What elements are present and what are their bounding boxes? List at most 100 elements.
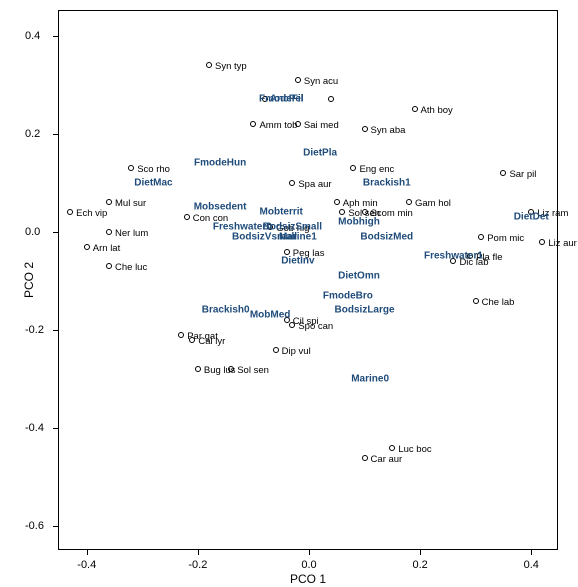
feature-label: FmodeHun [194, 158, 246, 169]
y-tick [53, 330, 59, 331]
data-point-label: Sco rho [137, 164, 170, 175]
y-tick [53, 526, 59, 527]
x-tick [420, 549, 421, 555]
data-point [478, 234, 484, 240]
data-point-label: Pom mic [487, 233, 524, 244]
x-tick-label: 0.0 [301, 559, 316, 571]
data-point-label: Spo can [298, 321, 333, 332]
y-tick [53, 428, 59, 429]
data-point [500, 170, 506, 176]
feature-label: Marine0 [351, 374, 389, 385]
data-point [334, 199, 340, 205]
y-tick-label: 0.4 [25, 30, 40, 42]
data-point [228, 366, 234, 372]
data-point-label: Che luc [115, 262, 147, 273]
data-point [289, 180, 295, 186]
feature-label: Mobterrit [260, 207, 303, 218]
data-point-label: Dip vul [282, 346, 311, 357]
feature-label: DietDet [514, 212, 549, 223]
data-point [106, 199, 112, 205]
data-point-label: Gam hol [415, 198, 451, 209]
data-point-label: Mul sur [115, 198, 146, 209]
data-point [184, 214, 190, 220]
data-point-label: Cal lyr [198, 336, 225, 347]
data-point [289, 322, 295, 328]
x-axis-label: PCO 1 [290, 572, 326, 586]
data-point [250, 121, 256, 127]
data-point [195, 366, 201, 372]
data-point [189, 337, 195, 343]
x-tick-label: -0.4 [77, 559, 96, 571]
x-tick-label: 0.4 [524, 559, 539, 571]
data-point [406, 199, 412, 205]
feature-label: Mobhigh [338, 217, 380, 228]
feature-label: DietOmn [338, 271, 380, 282]
data-point [473, 298, 479, 304]
data-point [273, 347, 279, 353]
data-point [178, 332, 184, 338]
feature-label: Brackish1 [363, 177, 411, 188]
data-point [328, 96, 334, 102]
data-point [128, 165, 134, 171]
feature-label: Marine1 [279, 231, 317, 242]
data-point-label: Amm tob [259, 120, 297, 131]
data-point [362, 126, 368, 132]
data-point [106, 229, 112, 235]
y-tick-label: 0.2 [25, 128, 40, 140]
x-tick-label: 0.2 [412, 559, 427, 571]
x-tick-label: -0.2 [188, 559, 207, 571]
data-point-label: Eng enc [359, 164, 394, 175]
x-tick [309, 549, 310, 555]
data-point-label: Car aur [371, 454, 403, 465]
feature-label: Freshwater1 [424, 251, 483, 262]
feature-label: DietMac [134, 177, 172, 188]
data-point-label: Ath boy [421, 105, 453, 116]
x-tick [87, 549, 88, 555]
data-point-label: Liz aur [548, 238, 577, 249]
data-point [295, 77, 301, 83]
feature-label: Brackish0 [202, 305, 250, 316]
data-point [539, 239, 545, 245]
y-tick-label: -0.6 [25, 520, 44, 532]
x-tick [531, 549, 532, 555]
data-point [284, 249, 290, 255]
data-point [84, 244, 90, 250]
x-tick [198, 549, 199, 555]
data-point-label: Sai med [304, 120, 339, 131]
data-point-label: Sol sen [237, 365, 269, 376]
feature-label: Mobsedent [194, 202, 247, 213]
y-tick-label: 0.0 [25, 226, 40, 238]
data-point-label: Syn aba [371, 125, 406, 136]
y-tick [53, 232, 59, 233]
data-point-label: Arn lat [93, 243, 120, 254]
data-point [339, 209, 345, 215]
data-point [106, 263, 112, 269]
data-point-label: Ech vip [76, 208, 107, 219]
y-tick-label: -0.4 [25, 422, 44, 434]
feature-label: BodsizLarge [335, 305, 395, 316]
data-point [362, 455, 368, 461]
data-point [67, 209, 73, 215]
y-axis-label: PCO 2 [22, 262, 36, 298]
scatter-plot-area: PCO 2 PCO 1 -0.4-0.20.00.20.4-0.6-0.4-0.… [58, 10, 558, 550]
feature-label: AncPel [270, 94, 304, 105]
data-point [412, 106, 418, 112]
feature-label: MobMed [250, 310, 291, 321]
data-point [350, 165, 356, 171]
feature-label: BodsizMed [360, 231, 413, 242]
y-tick [53, 134, 59, 135]
feature-label: DietPla [303, 148, 337, 159]
feature-label: DietInv [281, 256, 314, 267]
data-point [389, 445, 395, 451]
data-point-label: Syn acu [304, 76, 338, 87]
data-point-label: Luc boc [398, 444, 431, 455]
y-tick [53, 36, 59, 37]
data-point-label: Sar pil [509, 169, 536, 180]
data-point [362, 209, 368, 215]
data-point-label: Syn typ [215, 61, 247, 72]
data-point-label: Ner lum [115, 228, 148, 239]
data-point-label: Che lab [482, 297, 515, 308]
feature-label: FmodeBro [323, 290, 373, 301]
data-point [295, 121, 301, 127]
data-point [206, 62, 212, 68]
